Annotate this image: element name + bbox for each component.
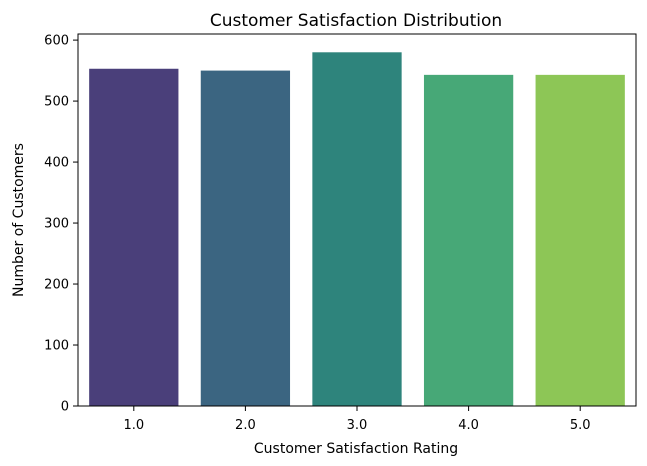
y-tick-label: 100: [44, 339, 69, 354]
x-axis: 1.0 2.0 3.0 4.0 5.0: [123, 406, 591, 433]
y-tick-label: 500: [44, 95, 69, 110]
x-tick-label: 5.0: [570, 418, 591, 433]
x-tick-label: 4.0: [458, 418, 479, 433]
y-tick-label: 400: [44, 156, 69, 171]
bar-4.0: [423, 74, 514, 407]
y-tick-label: 600: [44, 34, 69, 49]
bar-5.0: [535, 74, 625, 407]
y-tick-label: 200: [44, 278, 69, 293]
bar-3.0: [312, 52, 402, 407]
y-axis: 0 100 200 300 400 500 600: [44, 34, 78, 415]
x-tick-label: 3.0: [347, 418, 368, 433]
bars-group: [89, 52, 625, 407]
y-tick-label: 0: [61, 400, 69, 415]
bar-1.0: [89, 68, 179, 407]
x-tick-label: 2.0: [235, 418, 256, 433]
x-axis-label: Customer Satisfaction Rating: [254, 441, 458, 457]
bar-2.0: [200, 70, 291, 407]
x-tick-label: 1.0: [123, 418, 144, 433]
y-tick-label: 300: [44, 217, 69, 232]
chart-title: Customer Satisfaction Distribution: [210, 11, 502, 31]
plot-frame: [77, 33, 637, 407]
y-axis-label: Number of Customers: [11, 143, 27, 297]
